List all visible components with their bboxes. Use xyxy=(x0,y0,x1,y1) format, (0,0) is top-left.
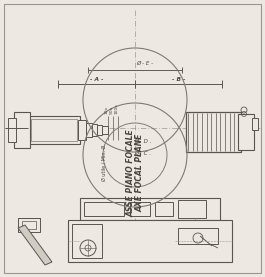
Text: 100x: 100x xyxy=(115,103,119,114)
Text: Ø - E -: Ø - E - xyxy=(136,61,153,66)
Bar xyxy=(80,198,220,220)
Bar xyxy=(97,125,102,135)
Bar xyxy=(178,200,206,218)
Bar xyxy=(92,124,97,136)
Bar xyxy=(178,228,218,244)
Text: - B -: - B - xyxy=(172,77,185,82)
Text: Ø . D .: Ø . D . xyxy=(134,138,152,143)
Bar xyxy=(238,114,254,150)
Bar xyxy=(14,112,30,148)
Text: Ø utile / Min. Ø: Ø utile / Min. Ø xyxy=(101,145,107,181)
Text: - A -: - A - xyxy=(90,77,103,82)
Bar xyxy=(31,119,77,141)
Bar xyxy=(78,120,86,140)
Bar xyxy=(252,118,258,130)
Bar xyxy=(186,112,241,152)
Bar xyxy=(84,202,124,216)
Bar xyxy=(18,218,40,232)
Text: AXE FOCAL PLANE: AXE FOCAL PLANE xyxy=(135,134,144,212)
Text: Ø . C .: Ø . C . xyxy=(135,150,152,155)
Bar xyxy=(8,118,16,142)
Text: 50x: 50x xyxy=(110,106,114,114)
Text: ASSE PIANO FOCALE: ASSE PIANO FOCALE xyxy=(126,129,135,217)
Bar xyxy=(86,123,92,137)
Bar xyxy=(72,224,102,258)
Bar xyxy=(22,221,36,229)
Text: 10x: 10x xyxy=(105,106,109,114)
Bar xyxy=(155,202,173,216)
Bar xyxy=(102,126,108,134)
Bar xyxy=(130,202,150,216)
Bar xyxy=(68,220,232,262)
Bar xyxy=(28,116,80,144)
Polygon shape xyxy=(18,225,52,265)
